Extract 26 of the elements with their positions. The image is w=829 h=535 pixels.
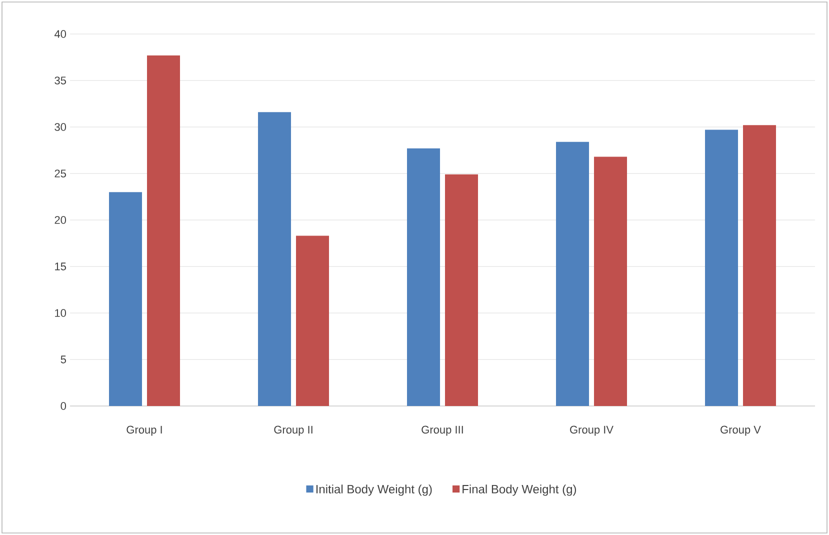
y-tick-label: 10: [55, 309, 66, 317]
y-tick-label: 15: [55, 262, 66, 270]
y-tick-label: 20: [54, 216, 66, 224]
x-tick-label: Group II: [274, 426, 312, 436]
y-tick-label: 35: [54, 76, 66, 84]
y-tick-label: 40: [54, 30, 66, 38]
bar: [407, 148, 440, 406]
y-tick-label: 0: [60, 402, 66, 410]
y-tick-label: 30: [54, 123, 66, 131]
x-tick-label: Group IV: [570, 426, 614, 436]
bar: [258, 112, 291, 406]
x-tick-label: Group III: [422, 426, 463, 436]
legend-label: Initial Body Weight (g): [316, 484, 432, 496]
bar: [556, 142, 590, 406]
bar: [445, 174, 478, 406]
bar: [594, 156, 628, 406]
legend-label: Final Body Weight (g): [462, 484, 576, 496]
bar: [296, 236, 330, 406]
x-tick-label: Group V: [720, 426, 761, 436]
y-tick-label: 5: [60, 356, 66, 364]
bar: [147, 55, 180, 406]
bar: [743, 125, 776, 406]
bar: [109, 192, 142, 406]
bar: [705, 130, 738, 406]
y-tick-label: 25: [54, 170, 66, 178]
x-tick-label: Group I: [126, 426, 162, 436]
